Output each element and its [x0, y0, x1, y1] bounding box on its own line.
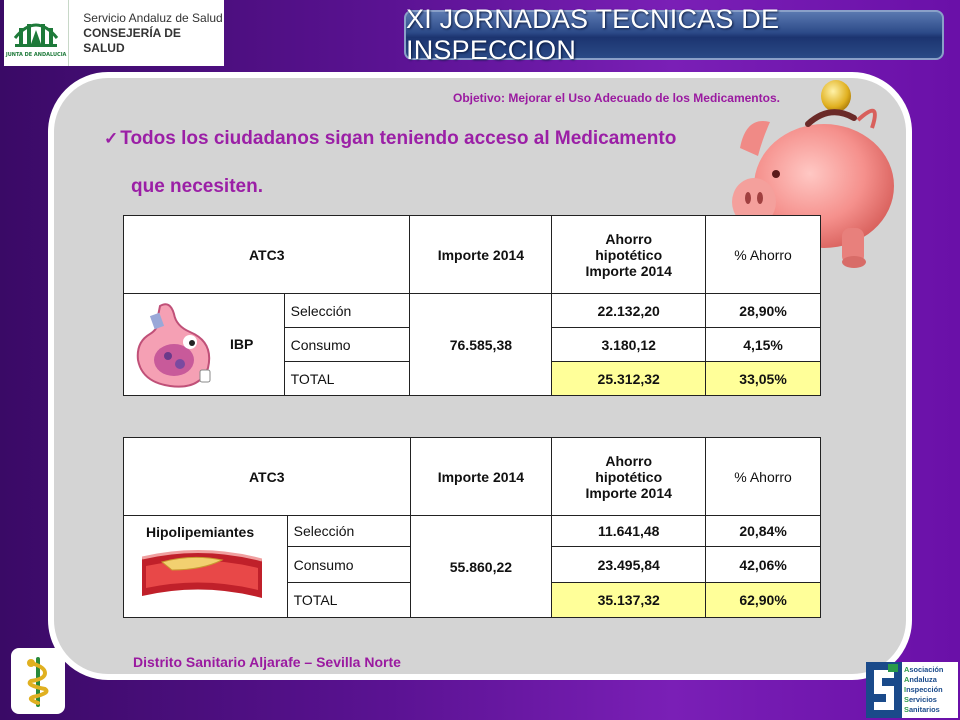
- row-label: Selección: [283, 293, 411, 328]
- emblem-caption: JUNTA DE ANDALUCIA: [5, 52, 67, 58]
- savings-table-hipolipemiantes: ATC3 Importe 2014 Ahorro hipotético Impo…: [123, 437, 821, 618]
- junta-emblem-icon: [13, 23, 59, 47]
- district-footer: Distrito Sanitario Aljarafe – Sevilla No…: [133, 654, 401, 670]
- aais-text: Asociación Andaluza Inspección Servicios…: [904, 665, 944, 714]
- ahorro-value: 23.495,84: [551, 546, 707, 583]
- category-label-hipolipemiantes: Hipolipemiantes: [146, 524, 255, 540]
- header-pct-ahorro: % Ahorro: [705, 437, 821, 516]
- pct-value: 42,06%: [705, 546, 821, 583]
- objective-text: Objetivo: Mejorar el Uso Adecuado de los…: [453, 91, 780, 105]
- category-cell-ibp: IBP: [123, 293, 285, 396]
- importe-value: 76.585,38: [409, 293, 553, 396]
- pct-value: 28,90%: [705, 293, 821, 328]
- junta-andalucia-emblem: JUNTA DE ANDALUCIA: [4, 0, 70, 66]
- row-label: Consumo: [283, 327, 411, 362]
- row-label: Consumo: [286, 546, 411, 583]
- pct-value: 4,15%: [705, 327, 821, 362]
- header-pct-ahorro: % Ahorro: [705, 215, 821, 294]
- ahorro-value: 3.180,12: [551, 327, 707, 362]
- logo-line2: CONSEJERÍA DE SALUD: [83, 25, 181, 55]
- pct-value: 20,84%: [705, 515, 821, 547]
- savings-table-ibp: ATC3 Importe 2014 Ahorro hipotético Impo…: [122, 215, 821, 396]
- bullet-line-2: que necesiten.: [131, 176, 263, 197]
- title-banner: XI JORNADAS TECNICAS DE INSPECCION: [404, 4, 944, 65]
- importe-value: 55.860,22: [409, 515, 553, 618]
- aesculapius-logo: [11, 648, 65, 714]
- ahorro-value: 22.132,20: [551, 293, 707, 328]
- header-ahorro: Ahorro hipotético Importe 2014: [551, 215, 707, 294]
- header-importe: Importe 2014: [409, 437, 553, 516]
- pct-total: 33,05%: [705, 361, 821, 396]
- bullet-text-1: Todos los ciudadanos sigan teniendo acce…: [120, 128, 677, 149]
- check-icon: ✓: [104, 129, 119, 148]
- row-label: Selección: [286, 515, 411, 547]
- aais-mark-icon: [866, 662, 902, 718]
- header-ahorro: Ahorro hipotético Importe 2014: [551, 437, 707, 516]
- category-cell-hipolipemiantes: Hipolipemiantes: [123, 515, 288, 618]
- logo-line1: Servicio Andaluz de Salud: [83, 10, 223, 25]
- header-importe: Importe 2014: [409, 215, 553, 294]
- stomach-icon: [136, 303, 211, 388]
- row-label-total: TOTAL: [286, 582, 411, 618]
- rod-of-asclepius-icon: [27, 657, 49, 707]
- ahorro-total: 25.312,32: [551, 361, 707, 396]
- bullet-line-1: ✓ Todos los ciudadanos sigan teniendo ac…: [104, 128, 676, 150]
- sas-logo: JUNTA DE ANDALUCIA Servicio Andaluz de S…: [4, 0, 224, 66]
- artery-plaque-icon: [142, 550, 262, 598]
- aais-logo: Asociación Andaluza Inspección Servicios…: [866, 662, 958, 718]
- pct-total: 62,90%: [705, 582, 821, 618]
- row-label-total: TOTAL: [283, 361, 411, 396]
- ahorro-total: 35.137,32: [551, 582, 707, 618]
- category-label-ibp: IBP: [230, 336, 254, 352]
- header-atc3: ATC3: [123, 437, 411, 516]
- header-atc3: ATC3: [122, 215, 411, 294]
- ahorro-value: 11.641,48: [551, 515, 707, 547]
